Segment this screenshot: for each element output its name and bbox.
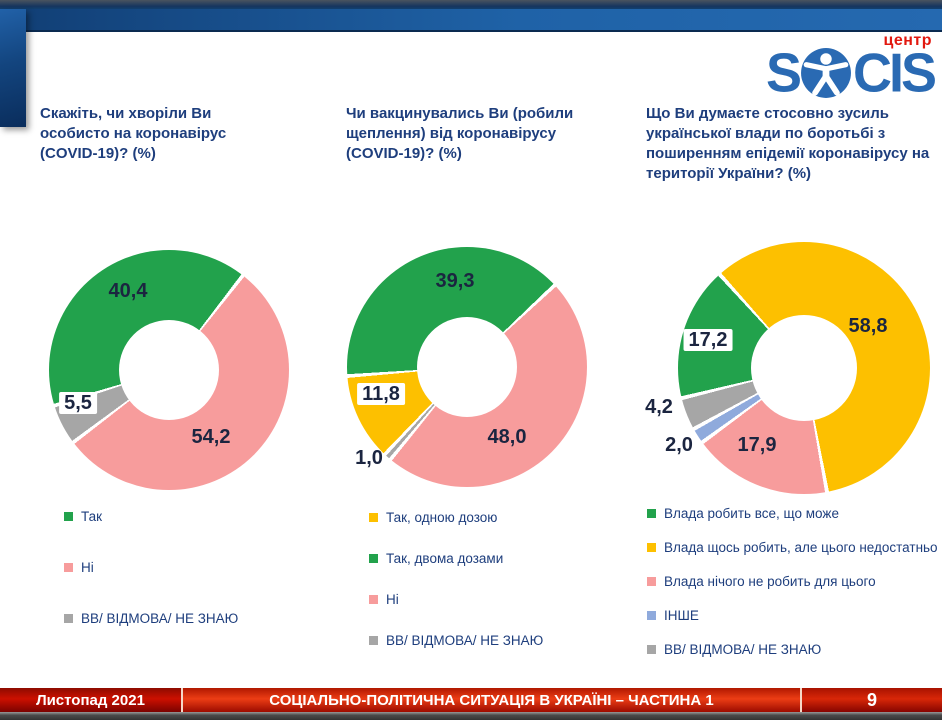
footer-title: СОЦІАЛЬНО-ПОЛІТИЧНА СИТУАЦІЯ В УКРАЇНІ –… bbox=[183, 688, 800, 712]
legend-color-marker bbox=[369, 636, 378, 645]
left-accent-block bbox=[0, 9, 26, 127]
data-label: 54,2 bbox=[191, 426, 231, 448]
logo-wordmark: S CIS bbox=[724, 42, 937, 104]
legend-label: Так, двома дозами bbox=[386, 551, 504, 566]
socis-logo: центр S CIS bbox=[724, 32, 937, 104]
data-label: 48,0 bbox=[487, 426, 527, 448]
legend-label: ІНШЕ bbox=[664, 608, 699, 623]
footer-separator bbox=[800, 688, 802, 712]
legend-label: ВВ/ ВІДМОВА/ НЕ ЗНАЮ bbox=[81, 611, 239, 626]
legend-item: ІНШЕ bbox=[647, 607, 938, 624]
footer-date: Листопад 2021 bbox=[0, 688, 181, 712]
legend-label: Ні bbox=[386, 592, 399, 607]
legend-vaccination: Так, одною дозою Так, двома дозами Ні ВВ/ В… bbox=[369, 509, 543, 649]
legend-covid-illness: Так Ні ВВ/ ВІДМОВА/ НЕ ЗНАЮ bbox=[64, 508, 238, 627]
data-label: 1,0 bbox=[355, 447, 383, 469]
logo-text-cis: CIS bbox=[852, 42, 937, 104]
donut-hole bbox=[119, 320, 219, 420]
legend-item: ВВ/ ВІДМОВА/ НЕ ЗНАЮ bbox=[647, 641, 938, 658]
donut-chart-vaccination: 48,0 1,0 11,8 39,3 bbox=[347, 247, 587, 487]
legend-color-marker bbox=[64, 563, 73, 572]
vitruvian-person-icon bbox=[800, 47, 852, 99]
legend-color-marker bbox=[369, 554, 378, 563]
legend-item: ВВ/ ВІДМОВА/ НЕ ЗНАЮ bbox=[64, 610, 238, 627]
legend-label: Ні bbox=[81, 560, 94, 575]
window-bottom-strip bbox=[0, 712, 942, 720]
data-label: 58,8 bbox=[848, 315, 888, 337]
header-accent-band bbox=[0, 9, 942, 32]
legend-color-marker bbox=[369, 595, 378, 604]
legend-label: Влада щось робить, але цього недостатньо bbox=[664, 540, 938, 555]
data-label: 4,2 bbox=[645, 396, 673, 418]
legend-label: Влада робить все, що може bbox=[664, 506, 839, 521]
legend-item: Так, двома дозами bbox=[369, 550, 543, 567]
legend-color-marker bbox=[647, 611, 656, 620]
legend-color-marker bbox=[64, 614, 73, 623]
legend-government-efforts: Влада робить все, що може Влада щось роби… bbox=[647, 505, 938, 658]
legend-item: Влада нічого не робить для цього bbox=[647, 573, 938, 590]
logo-text-s: S bbox=[765, 42, 802, 104]
legend-color-marker bbox=[647, 543, 656, 552]
legend-item: ВВ/ ВІДМОВА/ НЕ ЗНАЮ bbox=[369, 632, 543, 649]
data-label: 11,8 bbox=[357, 383, 405, 405]
footer-page-number: 9 bbox=[802, 688, 942, 712]
legend-label: Влада нічого не робить для цього bbox=[664, 574, 876, 589]
legend-color-marker bbox=[64, 512, 73, 521]
legend-color-marker bbox=[369, 513, 378, 522]
data-label: 2,0 bbox=[665, 434, 693, 456]
legend-color-marker bbox=[647, 509, 656, 518]
legend-label: ВВ/ ВІДМОВА/ НЕ ЗНАЮ bbox=[386, 633, 544, 648]
donut-hole bbox=[417, 317, 517, 417]
legend-color-marker bbox=[647, 645, 656, 654]
donut-chart-covid-illness: 54,2 5,5 40,4 bbox=[49, 250, 289, 490]
logo-tagline: центр bbox=[883, 32, 932, 49]
legend-label: Так, одною дозою bbox=[386, 510, 498, 525]
data-label: 40,4 bbox=[108, 280, 148, 302]
data-label: 39,3 bbox=[435, 270, 475, 292]
legend-label: Так bbox=[81, 509, 103, 524]
legend-color-marker bbox=[647, 577, 656, 586]
legend-item: Ні bbox=[64, 559, 238, 576]
window-top-strip bbox=[0, 0, 942, 9]
data-label: 17,9 bbox=[737, 434, 777, 456]
donut-hole bbox=[751, 315, 857, 421]
legend-item: Ні bbox=[369, 591, 543, 608]
question-title-2: Чи вакцинувались Ви (робили щеплення) ві… bbox=[346, 105, 574, 162]
legend-label: ВВ/ ВІДМОВА/ НЕ ЗНАЮ bbox=[664, 642, 822, 657]
legend-item: Влада щось робить, але цього недостатньо bbox=[647, 539, 938, 556]
data-label: 17,2 bbox=[683, 329, 733, 351]
legend-item: Так, одною дозою bbox=[369, 509, 543, 526]
donut-chart-government-efforts: 58,8 17,9 2,0 4,2 17,2 bbox=[645, 242, 930, 494]
question-title-3: Що Ви думаєте стосовно зусиль українсько… bbox=[646, 105, 930, 182]
data-label: 5,5 bbox=[59, 392, 97, 414]
legend-item: Так bbox=[64, 508, 238, 525]
question-title-1: Скажіть, чи хворіли Ви особисто на корон… bbox=[40, 105, 227, 162]
footer-bar: Листопад 2021 СОЦІАЛЬНО-ПОЛІТИЧНА СИТУАЦ… bbox=[0, 688, 942, 712]
footer-separator bbox=[181, 688, 183, 712]
legend-item: Влада робить все, що може bbox=[647, 505, 938, 522]
